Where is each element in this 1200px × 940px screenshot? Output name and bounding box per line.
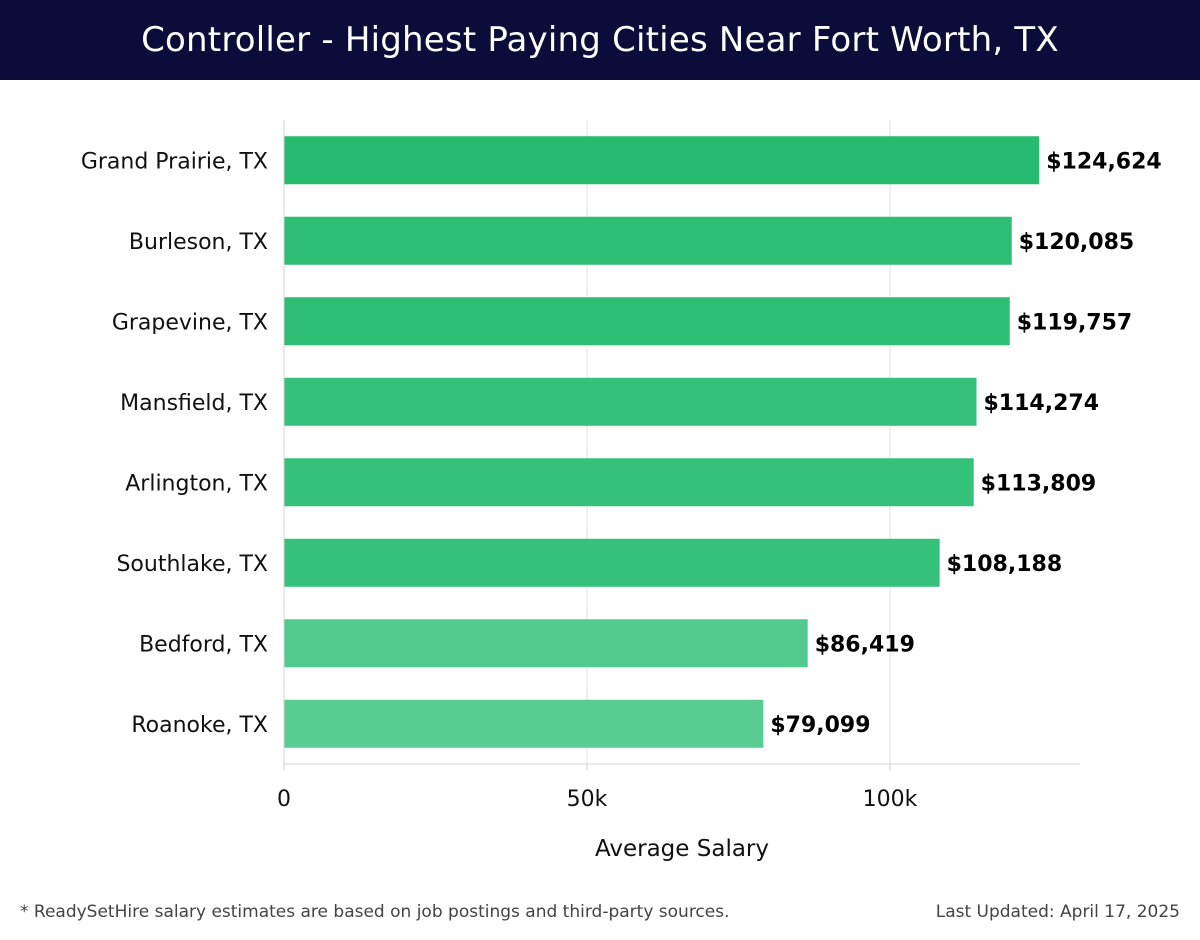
value-label: $119,757 xyxy=(1017,310,1133,335)
category-label: Grapevine, TX xyxy=(112,310,268,335)
bar xyxy=(284,458,974,507)
category-label: Southlake, TX xyxy=(116,552,268,577)
value-label: $113,809 xyxy=(981,471,1097,496)
value-label: $79,099 xyxy=(770,713,870,738)
bar-chart: $124,624 $120,085 $119,757 $114,274 $113,809… xyxy=(81,120,1162,862)
x-tick-label: 0 xyxy=(277,787,291,812)
value-label: $114,274 xyxy=(984,391,1100,416)
grid-lines xyxy=(586,120,891,764)
axes: 0 50k 100k Grand Prairie, TX Burleson, TX Gra… xyxy=(81,120,1080,812)
bar xyxy=(284,297,1010,346)
title-bar: Controller - Highest Paying Cities Near … xyxy=(0,0,1200,80)
bar xyxy=(284,377,977,426)
category-label: Grand Prairie, TX xyxy=(81,149,268,174)
category-label: Arlington, TX xyxy=(125,471,268,496)
x-tick-label: 50k xyxy=(567,787,608,812)
value-label: $124,624 xyxy=(1046,149,1162,174)
chart-title: Controller - Highest Paying Cities Near … xyxy=(141,20,1059,60)
category-label: Bedford, TX xyxy=(139,632,268,657)
bar xyxy=(284,216,1012,265)
bar xyxy=(284,538,940,587)
x-axis-title: Average Salary xyxy=(595,836,769,862)
category-label: Mansfield, TX xyxy=(120,391,268,416)
x-tick-label: 100k xyxy=(863,787,918,812)
bar xyxy=(284,699,764,748)
bar xyxy=(284,619,808,668)
category-label: Roanoke, TX xyxy=(131,713,268,738)
bar xyxy=(284,136,1040,185)
footer-updated: Last Updated: April 17, 2025 xyxy=(935,902,1180,922)
footer-note: * ReadySetHire salary estimates are base… xyxy=(20,902,730,922)
bars: $124,624 $120,085 $119,757 $114,274 $113,809… xyxy=(284,136,1162,748)
value-label: $120,085 xyxy=(1019,230,1135,255)
value-label: $86,419 xyxy=(815,632,915,657)
category-label: Burleson, TX xyxy=(129,230,268,255)
value-label: $108,188 xyxy=(947,552,1063,577)
